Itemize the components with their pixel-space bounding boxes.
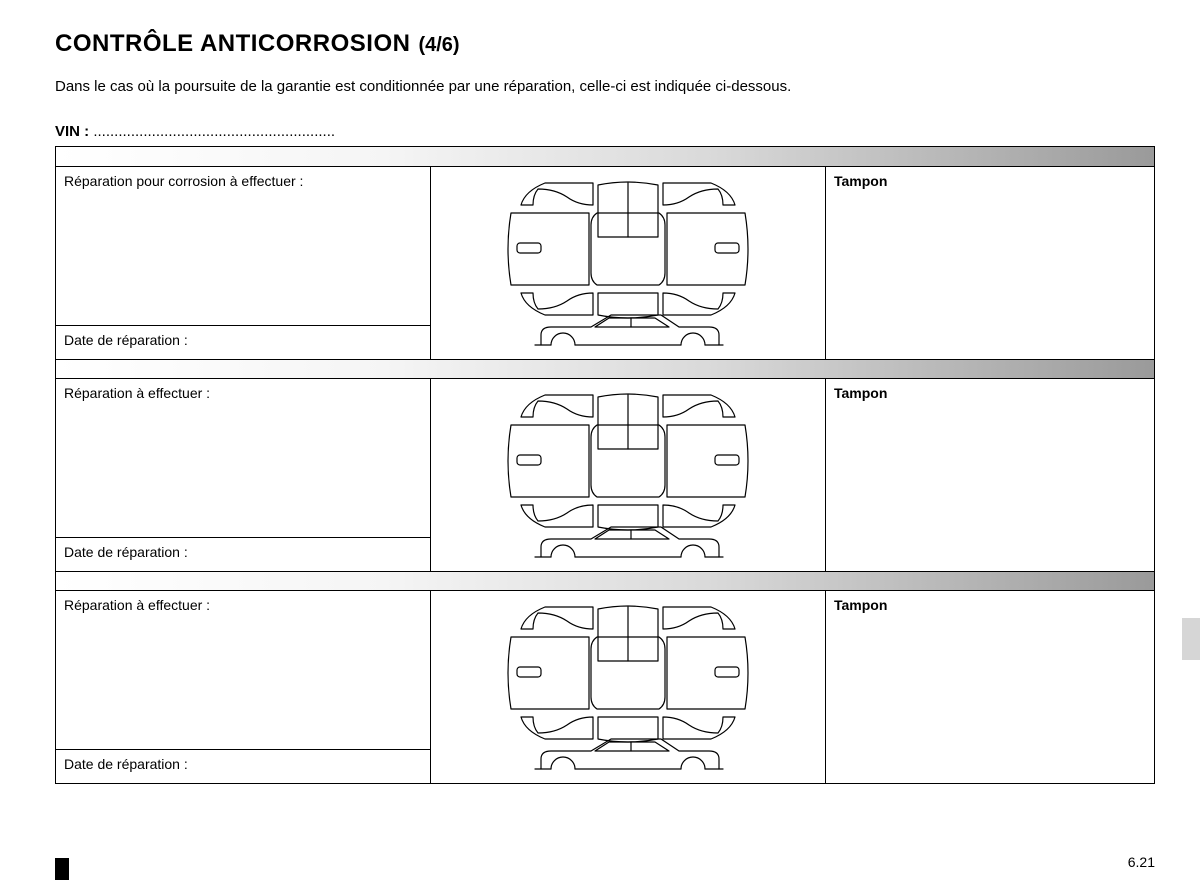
vin-label: VIN : [55,123,89,140]
record-row: Réparation à effectuer : Date de réparat… [56,591,1154,783]
stamp-label: Tampon [826,379,1154,571]
page-title: CONTRÔLE ANTICORROSION [55,30,410,58]
repair-label: Réparation pour corrosion à effectuer : [56,167,430,325]
left-column: Réparation à effectuer : Date de réparat… [56,379,431,571]
title-row: CONTRÔLE ANTICORROSION (4/6) [55,30,1155,58]
page-container: CONTRÔLE ANTICORROSION (4/6) Dans le cas… [0,0,1200,814]
car-diagram-icon [483,601,773,773]
record-row: Réparation à effectuer : Date de réparat… [56,379,1154,571]
diagram-column [431,591,826,783]
footer-mark [55,858,69,880]
stamp-label: Tampon [826,167,1154,359]
vin-row: VIN : ..................................… [55,123,1155,140]
left-column: Réparation à effectuer : Date de réparat… [56,591,431,783]
vin-dots: ........................................… [89,123,335,140]
repair-label: Réparation à effectuer : [56,379,430,537]
diagram-column [431,379,826,571]
left-column: Réparation pour corrosion à effectuer : … [56,167,431,359]
date-label: Date de réparation : [56,325,430,359]
page-title-suffix: (4/6) [418,34,459,57]
record-row: Réparation pour corrosion à effectuer : … [56,167,1154,359]
stamp-label: Tampon [826,591,1154,783]
date-label: Date de réparation : [56,749,430,783]
car-diagram-icon [483,177,773,349]
edge-tab [1182,618,1200,660]
car-diagram-icon [483,389,773,561]
intro-text: Dans le cas où la poursuite de la garant… [55,78,1155,95]
form-table: Réparation pour corrosion à effectuer : … [55,146,1155,784]
repair-label: Réparation à effectuer : [56,591,430,749]
diagram-column [431,167,826,359]
page-number: 6.21 [1128,854,1155,870]
separator-row [56,147,1154,167]
separator-row [56,571,1154,591]
date-label: Date de réparation : [56,537,430,571]
separator-row [56,359,1154,379]
